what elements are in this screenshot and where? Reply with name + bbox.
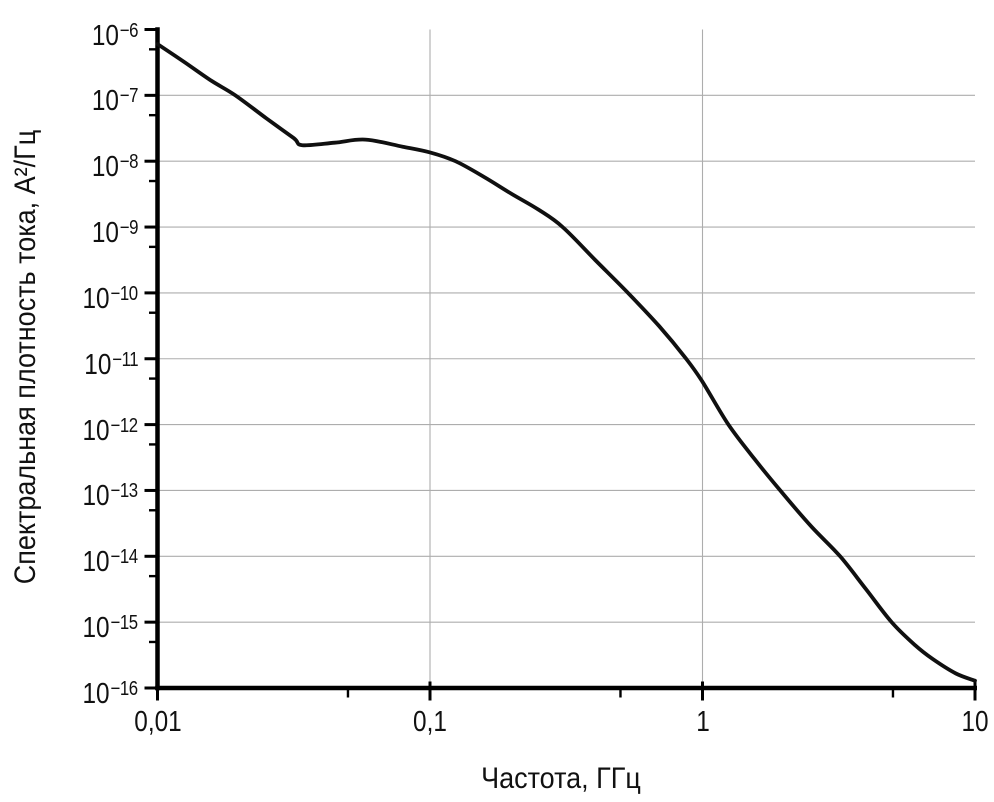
spectral-density-curve	[155, 42, 977, 683]
